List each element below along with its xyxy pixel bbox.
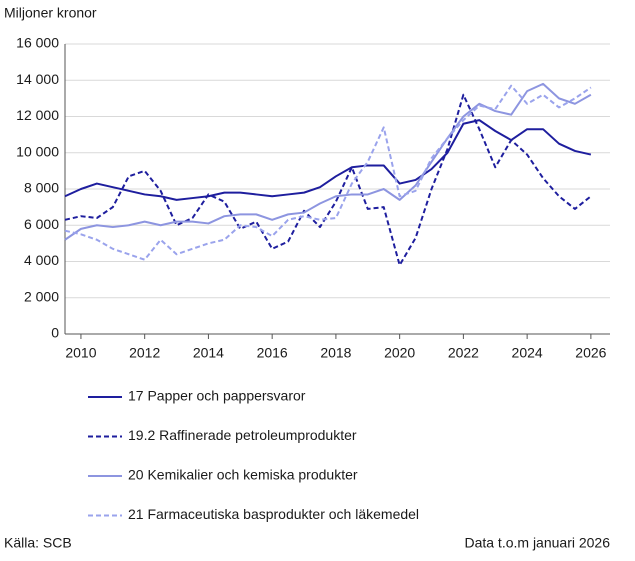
x-tick-label: 2010 <box>65 345 96 361</box>
x-tick-label: 2024 <box>512 345 543 361</box>
y-tick-label: 8 000 <box>24 180 59 196</box>
x-tick-label: 2012 <box>129 345 160 361</box>
x-tick-label: 2020 <box>384 345 415 361</box>
legend-label: 21 Farmaceutiska basprodukter och läkeme… <box>128 506 419 522</box>
legend-label: 17 Papper och pappersvaror <box>128 388 306 404</box>
y-tick-label: 16 000 <box>16 35 59 51</box>
legend-label: 19.2 Raffinerade petroleumprodukter <box>128 427 357 443</box>
series-line <box>64 82 592 241</box>
note: Data t.o.m januari 2026 <box>464 535 610 551</box>
x-tick-label: 2016 <box>257 345 288 361</box>
y-tick-label: 2 000 <box>24 288 59 304</box>
x-tick-label: 2026 <box>575 345 606 361</box>
series-line <box>64 93 592 267</box>
series-line <box>64 84 592 261</box>
legend-label: 20 Kemikalier och kemiska produkter <box>128 467 358 483</box>
series-line <box>64 119 592 201</box>
y-tick-label: 12 000 <box>16 107 59 123</box>
x-tick-label: 2018 <box>320 345 351 361</box>
x-tick-label: 2014 <box>193 345 224 361</box>
y-tick-label: 0 <box>51 325 59 341</box>
source: Källa: SCB <box>4 535 72 551</box>
y-tick-label: 14 000 <box>16 71 59 87</box>
y-axis-label: Miljoner kronor <box>4 5 97 21</box>
y-tick-label: 4 000 <box>24 252 59 268</box>
y-tick-label: 6 000 <box>24 216 59 232</box>
y-tick-label: 10 000 <box>16 143 59 159</box>
x-tick-label: 2022 <box>448 345 479 361</box>
